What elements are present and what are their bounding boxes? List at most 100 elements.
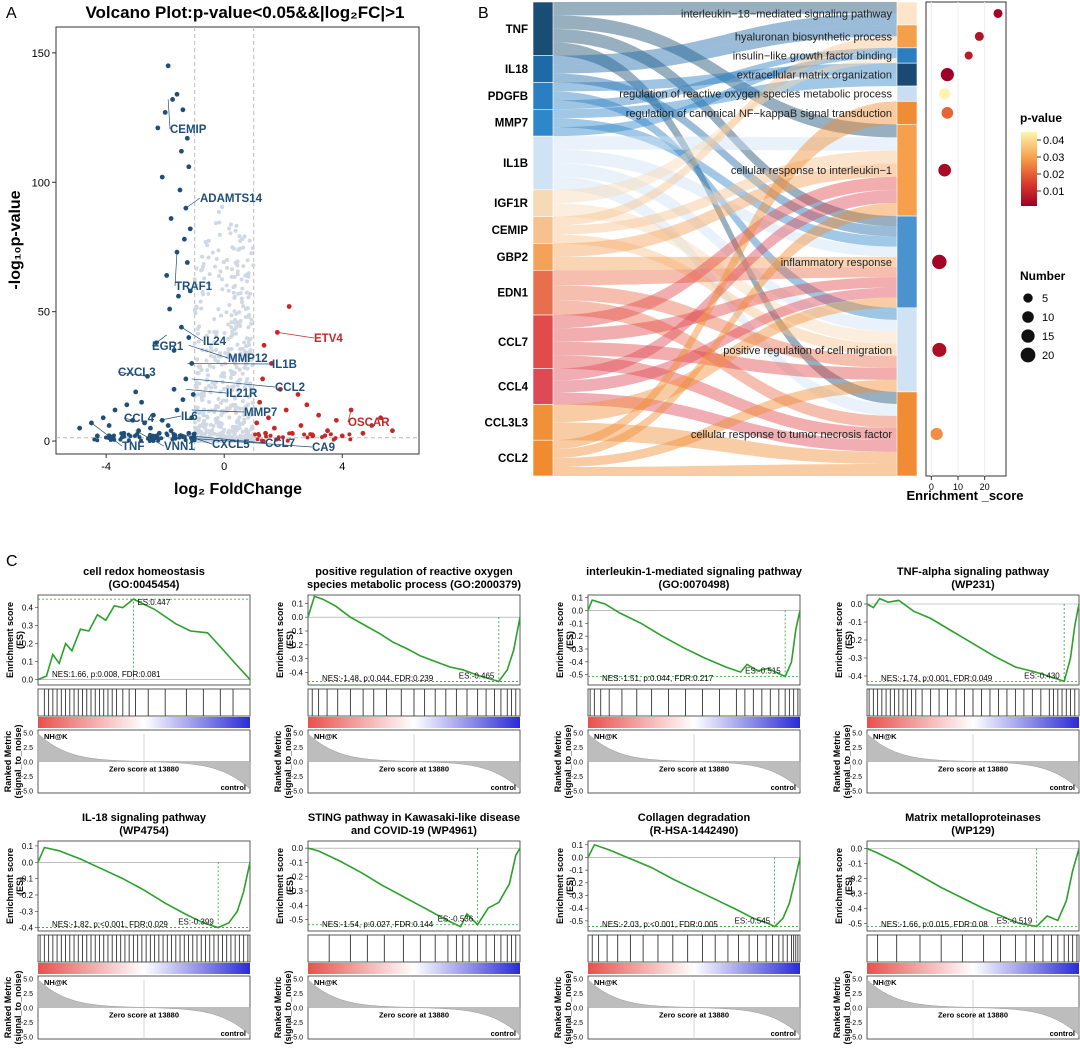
sankey-gene-label: IGF1R [494,198,529,210]
gsea-plot: Matrix metalloproteinases(WP129) 0.0 -0.1 -… [832,812,1080,1045]
gsea-title: interleukin-1-mediated signaling pathway [586,566,803,578]
volcano-point-ns [247,238,252,243]
gsea-y-tick-label: -0.4 [848,905,862,914]
dot-point [964,51,973,60]
volcano-point-ns [247,342,252,347]
sankey-term-node [896,24,918,49]
sankey-term-label: cellular response to interleukin−1 [731,165,892,177]
volcano-point-ns [233,228,238,233]
legend-color-tick-label: 0.02 [1043,169,1064,181]
volcano-point-baseline [159,436,164,441]
volcano-point-ns [235,259,240,264]
volcano-point-ns [192,341,197,346]
gsea-es-frame [307,840,521,932]
volcano-point-ns [251,388,256,393]
volcano-point-ns [195,405,200,410]
volcano-point-up [263,430,268,436]
sankey-flow [553,15,897,138]
volcano-point-ns [192,279,197,284]
gsea-y-tick-label: -0.2 [569,879,583,888]
volcano-label-leader [188,344,229,359]
volcano-point-baseline [118,437,123,442]
volcano-point-up [254,420,260,426]
sankey-flow [553,203,897,344]
gsea-rank-tick-label: -2.5 [21,1020,33,1027]
sankey-gene-node [532,404,554,441]
gsea-es-ylabel: Enrichment score [275,848,285,924]
gsea-es-frame [37,840,251,932]
volcano-point-ns [230,387,235,392]
volcano-point-up [286,304,292,309]
gsea-es-label: ES:-0.399 [178,918,214,927]
gsea-title: Collagen degradation [638,812,751,824]
gsea-y-tick-label: -0.1 [569,866,583,875]
volcano-x-tick-label: 0 [221,461,227,473]
volcano-point-up [390,428,395,434]
gsea-y-tick-label: -0.5 [848,920,862,929]
volcano-point-down [168,216,174,221]
legend-size-title: Number [1020,269,1066,283]
gsea-rank-tick-label: -5.0 [21,1034,33,1041]
volcano-point-down [190,392,196,397]
volcano-point-up [339,433,345,439]
volcano-point-ns [215,416,220,421]
sankey-term-label: hyaluronan biosynthetic process [735,31,893,43]
volcano-point-baseline [285,438,290,443]
gsea-y-tick-label: 0.0 [22,858,34,867]
volcano-point-ns [235,342,240,347]
sankey-gene-node [532,368,554,405]
sankey-term-node [896,124,918,217]
gsea-y-tick-label: -0.5 [569,671,583,680]
gsea-rank-gradient [588,963,800,974]
volcano-point-ns [198,430,203,435]
gsea-y-tick-label: -0.3 [289,655,303,664]
gsea-rank-tick-label: 0.0 [852,1006,862,1013]
volcano-point-down [187,288,193,294]
gsea-title-line2: (GO:0070498) [659,579,730,591]
volcano-point-ns [207,434,212,439]
gsea-y-tick-label: 0.1 [572,594,584,603]
panel-label-a: A [6,5,17,22]
volcano-point-baseline [137,435,142,440]
gsea-y-tick-label: -0.2 [569,632,583,641]
volcano-y-tick-label: 0 [44,436,50,448]
volcano-label-leader [151,334,167,347]
volcano-point-ns [227,415,232,420]
sankey-gene-label: CCL3L3 [485,417,528,429]
gsea-es-ylabel: Enrichment score [834,602,844,678]
gsea-y-tick-label: 0.0 [572,606,584,615]
sankey-gene-label: PDGFB [488,91,528,103]
volcano-point-ns [225,385,230,390]
volcano-point-ns [242,340,247,345]
gsea-es-ylabel: Enrichment score [5,602,15,678]
gsea-es-frame [307,594,521,686]
gsea-plot: interleukin-1-mediated signaling pathway… [553,566,803,799]
volcano-point-up [289,430,295,436]
dot-point [938,163,952,177]
volcano-point-ns [214,419,219,424]
volcano-point-baseline [138,438,143,443]
gsea-hits-frame [866,934,1080,963]
volcano-point-ns [209,408,214,413]
volcano-point-down [168,428,174,434]
volcano-point-baseline [183,438,188,443]
volcano-point-down [164,273,170,278]
sankey-gene-label: GBP2 [497,252,528,264]
volcano-gene-label: IL21R [226,388,258,400]
volcano-point-ns [196,339,201,344]
gsea-y-tick-label: -0.2 [848,636,862,645]
volcano-point-ns [246,314,251,319]
volcano-point-ns [208,390,213,395]
gsea-rank-tick-label: -2.5 [850,774,862,781]
volcano-point-ns [200,254,205,259]
volcano-point-up [360,430,366,436]
gsea-es-label: ES:-0.519 [997,916,1033,925]
volcano-point-ns [243,273,248,278]
volcano-point-ns [238,377,243,382]
volcano-point-ns [250,400,255,405]
volcano-gene-label: IL24 [203,336,227,348]
gsea-rank-tick-label: -2.5 [21,774,33,781]
sankey-flow [553,28,897,227]
volcano-point-ns [211,424,216,429]
volcano-point-ns [203,426,208,431]
